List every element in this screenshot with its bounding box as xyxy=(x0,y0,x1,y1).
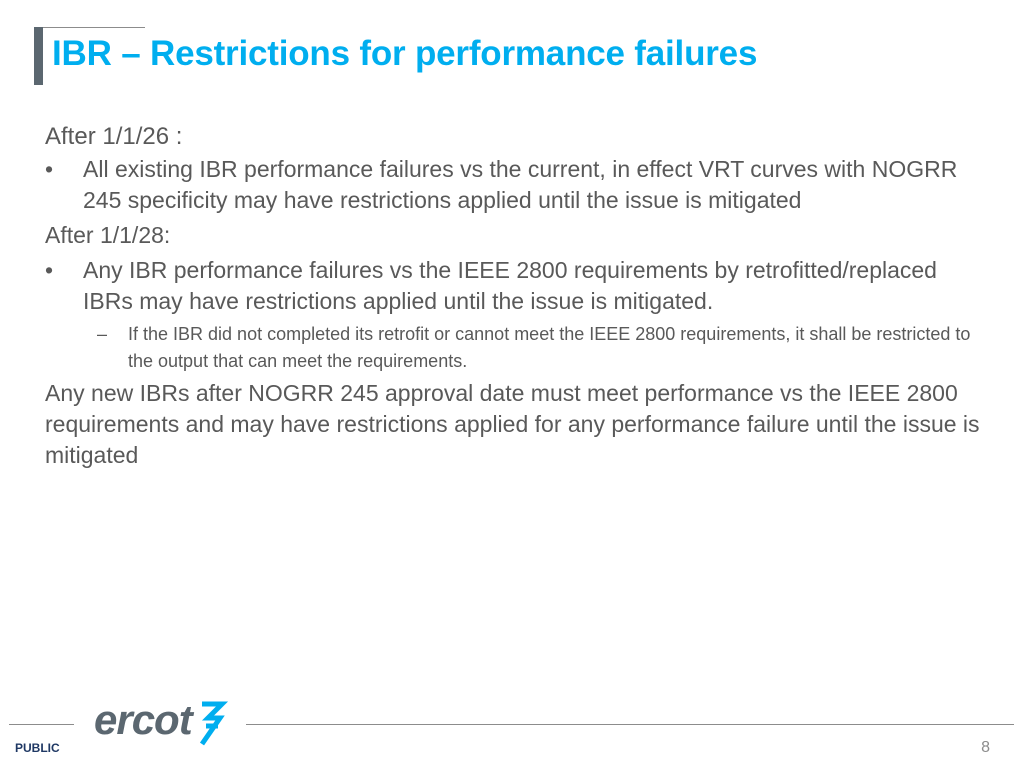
sub-bullet-retrofit-text: If the IBR did not completed its retrofi… xyxy=(128,324,971,371)
ercot-logo: ercot xyxy=(94,696,229,746)
bullet-marker: • xyxy=(45,257,54,283)
classification-label: PUBLIC xyxy=(15,741,60,755)
logo-wordmark: ercot xyxy=(94,696,195,743)
sub-bullet-retrofit: – If the IBR did not completed its retro… xyxy=(45,321,985,375)
slide-title: IBR – Restrictions for performance failu… xyxy=(52,34,758,73)
title-accent-bar xyxy=(34,27,43,85)
section-heading-2026: After 1/1/26 : xyxy=(45,123,183,150)
lightning-bolt-icon xyxy=(199,701,229,746)
bullet-marker: • xyxy=(45,156,54,182)
bullet-2028: • Any IBR performance failures vs the IE… xyxy=(45,255,985,317)
page-number: 8 xyxy=(981,739,990,756)
section-heading-2028: After 1/1/28: xyxy=(45,222,171,248)
bullet-2026-text: All existing IBR performance failures vs… xyxy=(83,156,958,213)
title-accent-line xyxy=(34,27,145,28)
bullet-2026: • All existing IBR performance failures … xyxy=(45,154,985,216)
footer-divider-right xyxy=(246,724,1014,725)
bullet-2028-text: Any IBR performance failures vs the IEEE… xyxy=(83,257,937,314)
sub-bullet-marker: – xyxy=(97,324,108,344)
closing-paragraph: Any new IBRs after NOGRR 245 approval da… xyxy=(45,380,980,468)
footer-divider-left xyxy=(9,724,74,725)
slide-body: After 1/1/26 : • All existing IBR perfor… xyxy=(45,116,985,471)
